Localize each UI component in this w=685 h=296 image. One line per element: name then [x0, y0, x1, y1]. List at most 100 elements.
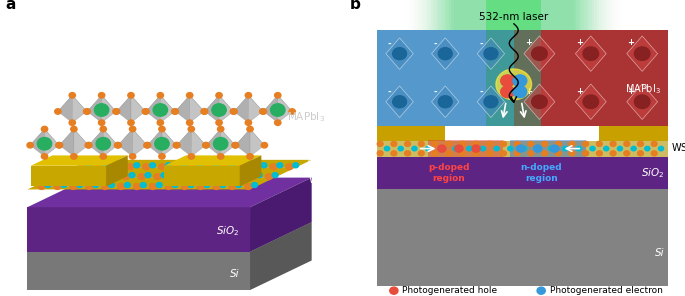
Circle shape [460, 141, 465, 146]
Circle shape [261, 142, 268, 148]
Text: SiO$_2$: SiO$_2$ [216, 224, 240, 238]
Polygon shape [191, 129, 205, 156]
Circle shape [125, 182, 130, 188]
Circle shape [118, 184, 125, 189]
Circle shape [240, 173, 247, 178]
Polygon shape [27, 178, 312, 207]
Circle shape [496, 69, 532, 100]
Polygon shape [432, 86, 459, 118]
Polygon shape [147, 129, 162, 156]
Polygon shape [162, 129, 176, 156]
Polygon shape [249, 95, 263, 123]
Circle shape [405, 151, 410, 156]
Polygon shape [205, 95, 234, 112]
Text: -: - [434, 88, 437, 97]
Polygon shape [30, 129, 59, 145]
Circle shape [114, 142, 121, 148]
Polygon shape [116, 95, 145, 112]
Circle shape [149, 184, 156, 189]
Circle shape [419, 141, 424, 146]
Circle shape [377, 141, 383, 146]
Circle shape [514, 151, 520, 156]
Circle shape [513, 86, 527, 98]
FancyBboxPatch shape [377, 141, 668, 157]
Text: WSe$_2$: WSe$_2$ [308, 174, 336, 187]
Circle shape [260, 109, 266, 114]
Circle shape [514, 141, 520, 146]
Circle shape [624, 151, 630, 156]
Circle shape [159, 126, 165, 132]
Circle shape [66, 173, 71, 178]
Circle shape [69, 93, 75, 98]
Circle shape [261, 163, 266, 168]
Circle shape [393, 96, 406, 108]
Circle shape [610, 141, 616, 146]
Polygon shape [175, 95, 190, 123]
Circle shape [271, 104, 285, 116]
Circle shape [398, 146, 403, 151]
FancyBboxPatch shape [377, 157, 668, 189]
Circle shape [216, 93, 222, 98]
Circle shape [576, 146, 582, 151]
Circle shape [97, 173, 103, 178]
Polygon shape [250, 222, 312, 290]
Circle shape [96, 138, 110, 150]
Circle shape [106, 174, 113, 180]
Circle shape [59, 174, 66, 180]
Circle shape [99, 93, 105, 98]
Circle shape [85, 142, 91, 148]
Circle shape [86, 163, 92, 168]
Circle shape [41, 154, 48, 159]
Circle shape [213, 184, 220, 189]
Circle shape [535, 146, 540, 151]
Circle shape [534, 145, 542, 152]
Circle shape [603, 146, 609, 151]
Polygon shape [386, 86, 413, 118]
Circle shape [145, 142, 151, 148]
Circle shape [100, 126, 106, 132]
Polygon shape [74, 129, 88, 156]
Circle shape [460, 151, 465, 156]
Circle shape [114, 109, 120, 114]
Circle shape [102, 163, 108, 168]
Text: MAPbI$_3$: MAPbI$_3$ [625, 82, 661, 96]
Polygon shape [432, 38, 459, 70]
Polygon shape [219, 95, 234, 123]
Polygon shape [133, 129, 147, 156]
Circle shape [597, 141, 602, 146]
Text: Si: Si [230, 269, 240, 279]
Circle shape [55, 142, 62, 148]
Circle shape [634, 95, 650, 109]
FancyBboxPatch shape [486, 30, 541, 126]
Circle shape [230, 109, 236, 114]
Circle shape [197, 184, 204, 189]
Circle shape [140, 182, 146, 188]
Circle shape [245, 93, 251, 98]
Circle shape [142, 109, 149, 114]
Circle shape [159, 154, 165, 159]
Circle shape [438, 145, 446, 152]
Circle shape [254, 164, 261, 170]
Circle shape [37, 138, 52, 150]
Polygon shape [250, 178, 312, 252]
Circle shape [86, 184, 92, 189]
Circle shape [658, 146, 664, 151]
Circle shape [115, 142, 121, 148]
Polygon shape [30, 129, 45, 156]
Circle shape [251, 182, 258, 188]
Circle shape [159, 164, 166, 170]
Circle shape [610, 151, 616, 156]
Circle shape [393, 48, 406, 60]
Circle shape [390, 287, 398, 294]
Polygon shape [240, 155, 261, 186]
Text: Photogenerated hole: Photogenerated hole [402, 286, 497, 295]
Polygon shape [164, 166, 240, 186]
Text: +: + [525, 38, 532, 47]
Polygon shape [60, 129, 88, 145]
Circle shape [513, 75, 527, 87]
Circle shape [203, 142, 210, 148]
Circle shape [201, 109, 208, 114]
Circle shape [229, 184, 236, 189]
Circle shape [455, 145, 463, 152]
Circle shape [270, 164, 277, 170]
